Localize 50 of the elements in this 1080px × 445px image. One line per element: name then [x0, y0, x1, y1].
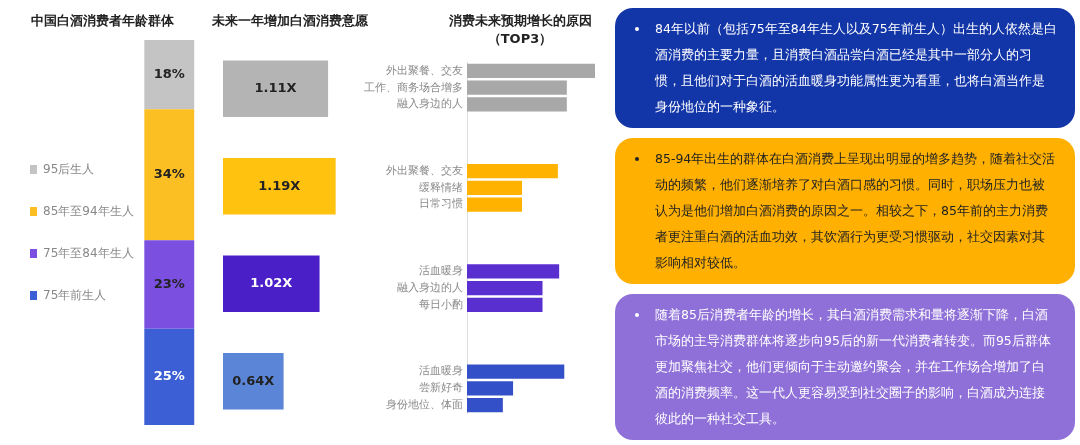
bar: [467, 281, 543, 296]
bar: [144, 240, 195, 329]
bar: [144, 109, 195, 241]
legend-label: 85年至94年生人: [43, 203, 134, 218]
legend-label: 95后生人: [43, 161, 95, 176]
data-label: 1.11X: [254, 80, 297, 96]
data-label: 25%: [153, 368, 185, 384]
chart-title: 消费未来预期增长的原因（TOP3）: [447, 12, 593, 48]
data-label: 0.64X: [232, 372, 275, 388]
legend-label: 75年前生人: [43, 287, 107, 302]
bar: [467, 297, 543, 312]
bar: [223, 60, 329, 118]
bar: [144, 328, 195, 425]
y-tick-label: 尝新好奇: [419, 381, 463, 395]
text: 85-94年出生的群体在白酒消费上呈现出明显的增多趋势，随着社交活动的频繁，他们逐渐培养了对白酒口感的习惯。同时，职场压力也被认为是他们增加白酒消费的原因之一。相较之下，85年前的主力消费者更注重白酒的活血功效，其饮酒行为更受习惯驱动，社交因素对其影响相对较低。: [655, 151, 1056, 270]
bar: [467, 180, 523, 195]
data-label: 18%: [153, 66, 185, 82]
bar: [223, 157, 336, 215]
bar: [467, 264, 560, 279]
data-label: 34%: [153, 166, 185, 182]
chart-title: 中国白酒消费者年龄群体: [30, 12, 175, 30]
bar: [223, 255, 320, 313]
data-label: 1.02X: [250, 275, 293, 291]
bar: [223, 352, 284, 410]
bar: [467, 80, 567, 95]
bar: [467, 364, 565, 379]
y-tick-label: 每日小酌: [419, 297, 463, 311]
y-tick-label: 活血暖身: [419, 364, 463, 378]
bar: [467, 397, 503, 413]
y-tick-label: 外出聚餐、交友: [386, 164, 463, 178]
y-tick-label: 融入身边的人: [397, 97, 463, 111]
y-tick-label: 外出聚餐、交友: [386, 63, 463, 77]
y-tick-label: 缓释情绪: [419, 180, 463, 194]
data-label: 23%: [153, 275, 185, 291]
y-tick-label: 融入身边的人: [397, 280, 463, 294]
y-tick-label: 活血暖身: [419, 264, 463, 278]
y-tick-label: 日常习惯: [419, 197, 463, 211]
legend-label: 75年至84年生人: [43, 245, 134, 260]
bar: [467, 164, 558, 179]
bar: [144, 40, 195, 110]
y-tick-label: 身份地位、体面: [386, 397, 463, 411]
bar: [467, 197, 523, 212]
data-label: 1.19X: [258, 177, 301, 193]
chart-title: 未来一年增加白酒消费意愿: [211, 12, 369, 30]
bar: [467, 381, 514, 396]
text: 随着85后消费者年龄的增长，其白酒消费需求和量将逐渐下降，白酒市场的主导消费群体将逐步向95后的新一代消费者转变。而95后群体更加聚焦社交，他们更倾向于主动邀约聚会，并在工作场合增加了白酒的消费频率。这一代人更容易受到社交圈子的影响，白酒成为连接彼此的一种社交工具。: [655, 307, 1051, 426]
bar: [467, 97, 567, 112]
text: 84年以前（包括75年至84年生人以及75年前生人）出生的人依然是白酒消费的主要力量，且消费白酒品尝白酒已经是其中一部分人的习惯，且他们对于白酒的活血暖身功能属性更为看重，也将白酒当作是身份地位的一种象征。: [655, 21, 1057, 114]
y-tick-label: 工作、商务场合增多: [364, 80, 463, 94]
bar: [467, 63, 595, 79]
